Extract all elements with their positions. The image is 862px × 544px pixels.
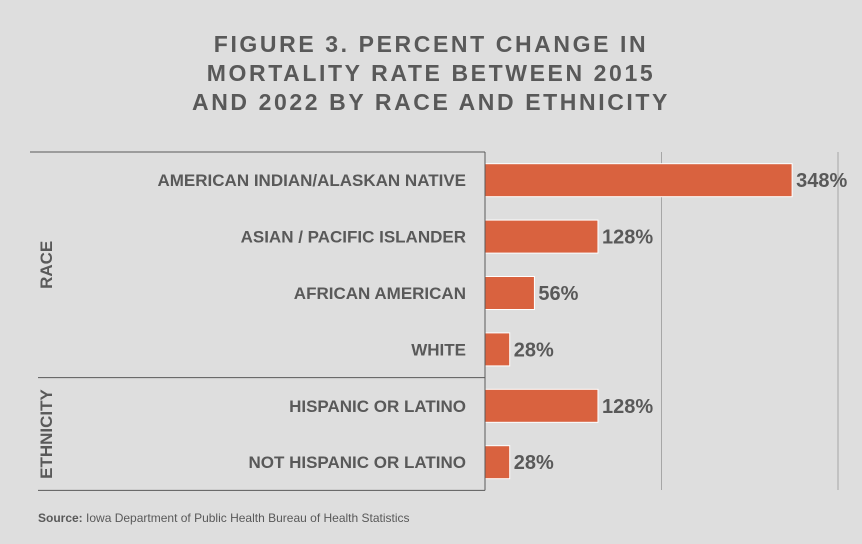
data-label: 128% (602, 396, 653, 418)
category-label: HISPANIC OR LATINO (289, 397, 466, 416)
category-label: AMERICAN INDIAN/ALASKAN NATIVE (157, 171, 466, 190)
group-label: RACE (37, 241, 56, 289)
group-label: ETHNICITY (37, 388, 56, 478)
data-label: 56% (538, 283, 578, 305)
bar (484, 163, 793, 198)
source-label: Source: (38, 511, 83, 525)
source-text: Iowa Department of Public Health Bureau … (82, 511, 410, 525)
bar (484, 388, 599, 423)
bar (484, 276, 535, 310)
category-label: NOT HISPANIC OR LATINO (248, 453, 466, 472)
data-label: 28% (514, 452, 554, 474)
bar (484, 219, 599, 254)
category-label: ASIAN / PACIFIC ISLANDER (241, 228, 466, 247)
bar (484, 332, 511, 367)
data-label: 128% (602, 227, 653, 249)
category-label: WHITE (411, 340, 466, 359)
data-label: 28% (514, 339, 554, 361)
title-line-1: FIGURE 3. PERCENT CHANGE IN (213, 31, 649, 57)
title-line-2: MORTALITY RATE BETWEEN 2015 (206, 60, 656, 86)
chart-title: FIGURE 3. PERCENT CHANGE IN MORTALITY RA… (0, 30, 862, 117)
source-note: Source: Iowa Department of Public Health… (38, 511, 410, 525)
data-label: 348% (796, 170, 847, 192)
category-label: AFRICAN AMERICAN (294, 284, 466, 303)
title-line-3: AND 2022 BY RACE AND ETHNICITY (191, 89, 671, 115)
bar (484, 445, 511, 480)
